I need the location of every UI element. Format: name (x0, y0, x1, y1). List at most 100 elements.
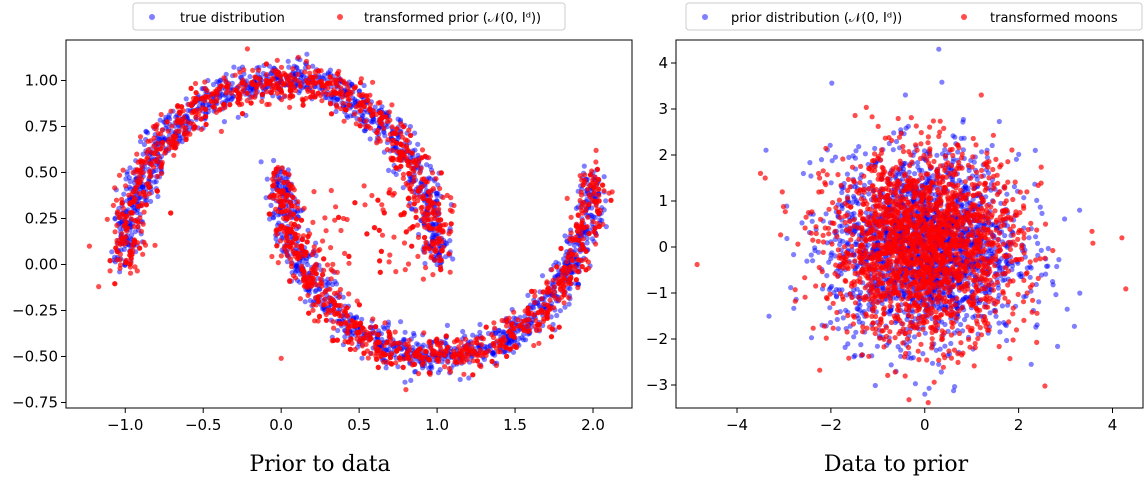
scatter-point (112, 229, 118, 235)
scatter-point (579, 264, 585, 270)
scatter-point (525, 305, 531, 311)
scatter-point (266, 211, 272, 217)
scatter-point (521, 331, 527, 337)
scatter-point (330, 319, 336, 325)
scatter-point (406, 127, 412, 133)
scatter-point (479, 342, 485, 348)
scatter-point (446, 251, 452, 257)
scatter-point (134, 151, 140, 157)
scatter-point (278, 77, 284, 84)
scatter-point (526, 311, 532, 317)
scatter-point (287, 93, 293, 99)
scatter-point (587, 172, 594, 178)
scatter-point (436, 351, 442, 357)
scatter-point (347, 346, 353, 352)
scatter-point (284, 216, 290, 222)
scatter-point (462, 336, 469, 342)
scatter-point (417, 352, 423, 358)
scatter-point (517, 323, 523, 329)
scatter-point (403, 229, 409, 235)
scatter-point (333, 204, 339, 210)
scatter-point (425, 197, 431, 204)
scatter-point (436, 210, 442, 216)
scatter-point (872, 382, 878, 389)
scatter-point (192, 124, 198, 130)
scatter-point (376, 328, 382, 334)
scatter-point (282, 208, 288, 214)
scatter-point (157, 117, 163, 123)
scatter-point (415, 342, 421, 348)
scatter-point (423, 179, 429, 185)
scatter-point (594, 166, 601, 172)
scatter-point (267, 216, 273, 222)
scatter-point (404, 145, 410, 151)
scatter-point (474, 335, 480, 342)
scatter-point (345, 325, 351, 331)
scatter-point (288, 256, 294, 262)
scatter-point (455, 352, 461, 358)
scatter-point (419, 155, 425, 161)
scatter-point (375, 364, 381, 370)
scatter-point (439, 248, 445, 254)
scatter-point (333, 281, 340, 287)
scatter-point (586, 231, 592, 237)
scatter-point (295, 199, 301, 205)
scatter-point (289, 203, 295, 209)
scatter-point (596, 210, 602, 217)
scatter-point (158, 146, 164, 152)
scatter-point (301, 276, 307, 282)
scatter-point (810, 258, 816, 264)
scatter-point (362, 128, 368, 134)
scatter-point (561, 300, 567, 306)
scatter-point (369, 192, 375, 199)
scatter-point (348, 113, 354, 119)
scatter-point (834, 316, 840, 323)
scatter-point (578, 204, 584, 211)
scatter-point (405, 158, 411, 165)
scatter-point (989, 142, 995, 149)
scatter-point (203, 121, 209, 128)
scatter-point (263, 61, 269, 67)
scatter-point (308, 94, 314, 100)
scatter-point (406, 170, 412, 177)
scatter-point (367, 106, 373, 112)
scatter-point (425, 206, 431, 212)
scatter-point (596, 192, 602, 198)
scatter-point (119, 200, 125, 206)
scatter-point (301, 205, 307, 211)
x-tick-label: 0.0 (269, 416, 293, 434)
scatter-point (127, 248, 133, 255)
scatter-point (432, 248, 438, 254)
scatter-point (606, 190, 612, 196)
scatter-point (529, 288, 535, 294)
scatter-point (426, 370, 432, 376)
scatter-point (481, 356, 487, 362)
scatter-point (572, 264, 578, 270)
scatter-point (550, 277, 556, 283)
scatter-point (585, 214, 591, 220)
scatter-point (110, 202, 116, 208)
scatter-point (160, 139, 166, 145)
scatter-point (600, 182, 606, 188)
scatter-point (348, 336, 354, 342)
scatter-point (491, 320, 497, 326)
scatter-point (410, 224, 416, 230)
scatter-point (525, 292, 531, 298)
scatter-point (298, 263, 305, 269)
scatter-point (1026, 235, 1032, 241)
scatter-point (510, 349, 517, 355)
scatter-point (281, 225, 287, 231)
scatter-point (460, 328, 466, 335)
scatter-point (532, 299, 538, 306)
scatter-point (428, 362, 434, 369)
legend-label-transformed-prior: transformed prior (𝒩(0, Iᵈ)) (364, 11, 541, 26)
scatter-point (479, 335, 485, 341)
scatter-point (117, 265, 123, 271)
scatter-point (202, 85, 208, 91)
scatter-point (198, 126, 204, 132)
scatter-point (430, 272, 436, 278)
scatter-point (511, 334, 517, 340)
scatter-point (322, 215, 328, 221)
scatter-point (912, 171, 918, 177)
scatter-point (334, 104, 340, 110)
